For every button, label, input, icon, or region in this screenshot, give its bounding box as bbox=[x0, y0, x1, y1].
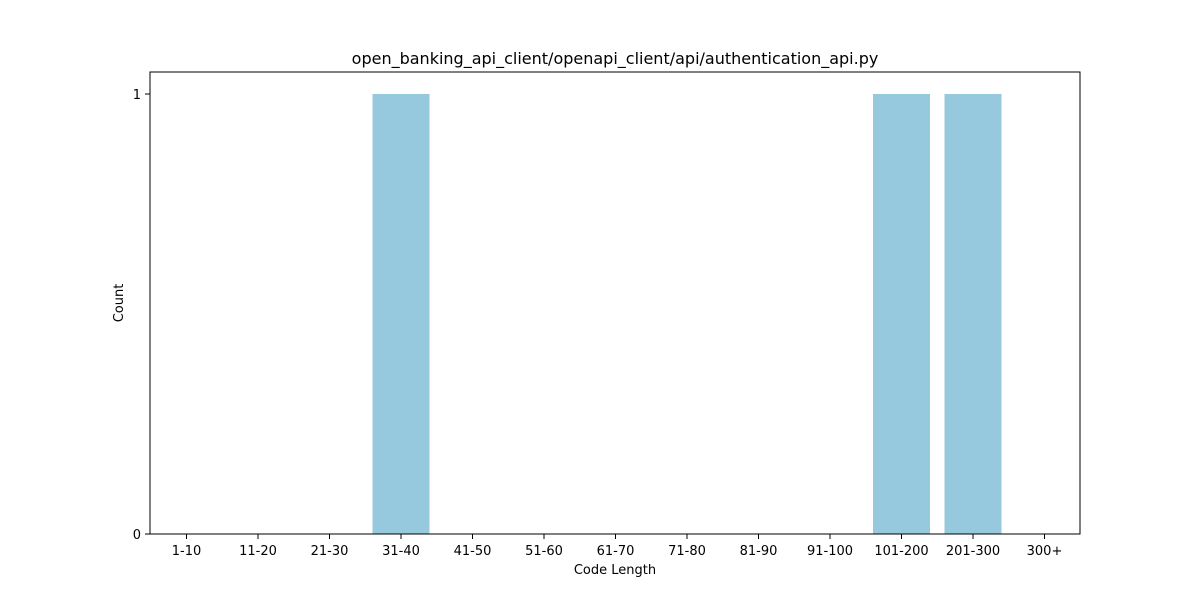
x-tick-label: 31-40 bbox=[382, 544, 420, 559]
y-tick-label: 1 bbox=[133, 88, 141, 103]
x-tick-label: 201-300 bbox=[946, 544, 1000, 559]
chart-title: open_banking_api_client/openapi_client/a… bbox=[352, 49, 879, 69]
bars-group bbox=[372, 94, 1002, 534]
x-tick-label: 91-100 bbox=[807, 544, 853, 559]
x-tick-label: 11-20 bbox=[239, 544, 277, 559]
x-tick-label: 71-80 bbox=[668, 544, 706, 559]
x-axis-ticks: 1-10 11-20 21-30 31-40 41-50 51-60 61-70 71-80 8… bbox=[172, 534, 1063, 559]
bar-31-40 bbox=[372, 94, 430, 534]
bar-201-300 bbox=[944, 94, 1002, 534]
y-tick-label: 0 bbox=[133, 528, 141, 543]
x-tick-label: 61-70 bbox=[597, 544, 635, 559]
x-tick-label: 81-90 bbox=[740, 544, 778, 559]
bar-101-200 bbox=[873, 94, 930, 534]
x-tick-label: 21-30 bbox=[311, 544, 349, 559]
x-axis-label: Code Length bbox=[574, 563, 656, 578]
y-axis-label: Count bbox=[112, 284, 127, 323]
x-tick-label: 101-200 bbox=[874, 544, 928, 559]
x-tick-label: 51-60 bbox=[525, 544, 563, 559]
plot-frame bbox=[149, 71, 1081, 535]
x-tick-label: 300+ bbox=[1027, 544, 1063, 559]
x-tick-label: 41-50 bbox=[454, 544, 492, 559]
y-axis-ticks: 01 bbox=[133, 88, 150, 543]
x-tick-label: 1-10 bbox=[172, 544, 202, 559]
